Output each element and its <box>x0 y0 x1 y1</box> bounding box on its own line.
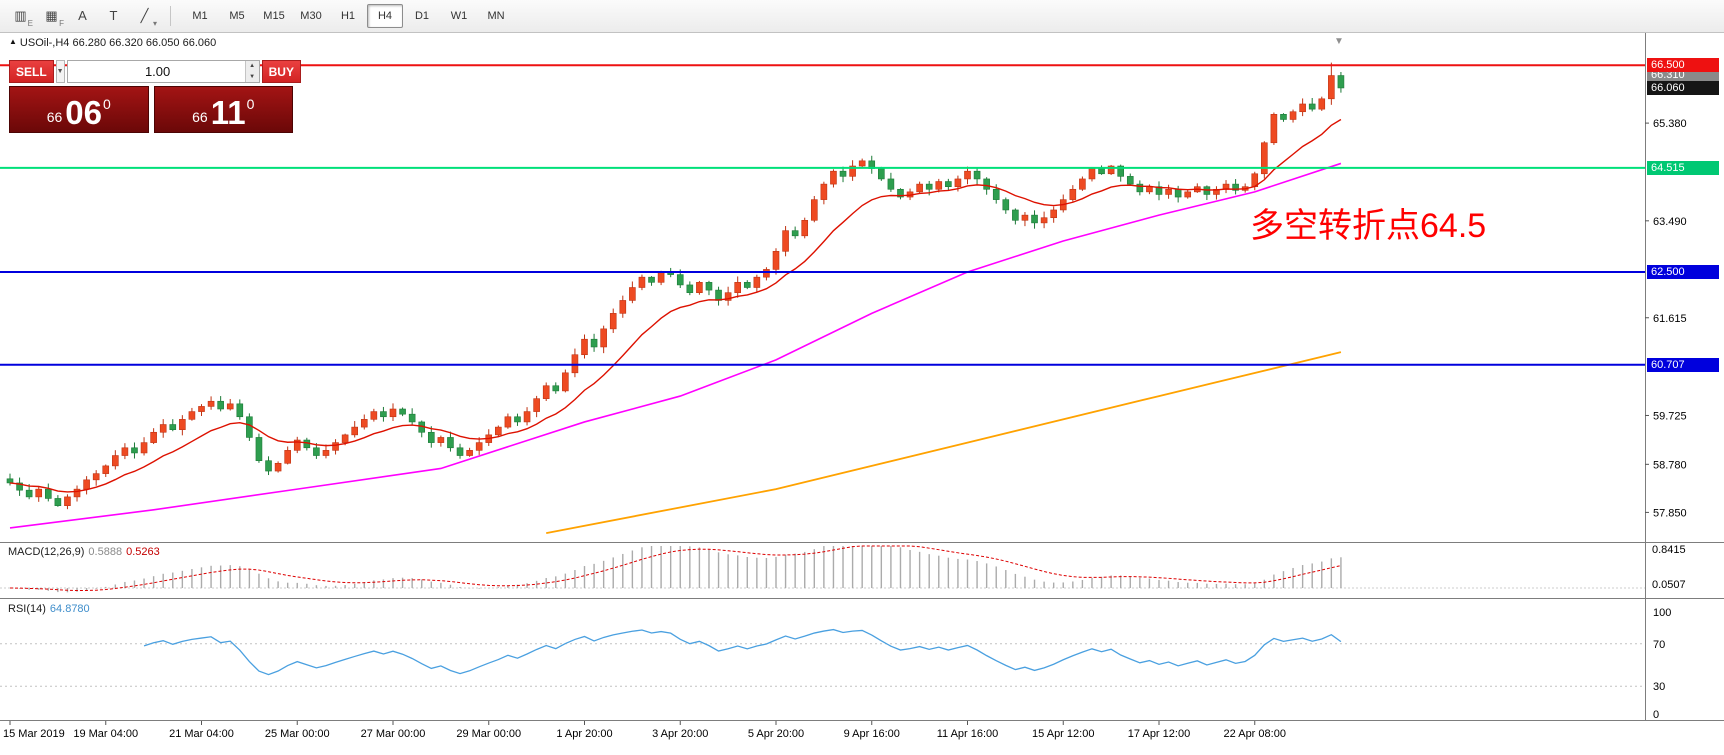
time-label: 9 Apr 16:00 <box>844 728 900 740</box>
rsi-label: RSI(14) 64.8780 <box>8 603 90 615</box>
buy-button[interactable]: BUY <box>261 60 301 83</box>
macd-value-2: 0.5263 <box>126 546 160 558</box>
volume-decrease-button[interactable]: ▼ <box>245 71 259 82</box>
axis-tick-63.490: 63.490 <box>1653 216 1687 228</box>
volume-spinner: ▲ ▼ <box>244 61 259 82</box>
macd-histogram <box>18 546 1342 593</box>
timeframe-MN-button[interactable]: MN <box>487 10 505 22</box>
time-label: 19 Mar 04:00 <box>73 728 138 740</box>
chevron-down-icon: ▼ <box>56 68 64 75</box>
chart-annotation: 多空转折点64.5 <box>1250 207 1487 245</box>
trade-panel-prices: 66 06 0 66 11 0 <box>9 86 293 133</box>
timeframe-H1-button[interactable]: H1 <box>340 10 356 22</box>
sell-price-sup: 0 <box>103 96 111 112</box>
axis-tick-59.725: 59.725 <box>1653 410 1687 422</box>
timeframe-D1-button[interactable]: D1 <box>414 10 430 22</box>
trade-panel-controls: SELL ▼ ▲ ▼ BUY <box>9 60 301 83</box>
time-label: 11 Apr 16:00 <box>937 728 999 740</box>
macd-name: MACD(12,26,9) <box>8 546 85 558</box>
sell-price-big: 06 <box>65 94 102 131</box>
time-label: 29 Mar 00:00 <box>456 728 521 740</box>
time-label: 21 Mar 04:00 <box>169 728 234 740</box>
time-label: 15 Mar 2019 <box>3 728 65 740</box>
toolbar-separator <box>170 6 171 26</box>
rsi-line <box>143 628 1342 676</box>
time-label: 3 Apr 20:00 <box>652 728 708 740</box>
price-badge-64.515: 64.515 <box>1647 160 1719 175</box>
macd-value-1: 0.5888 <box>88 546 123 558</box>
sell-button[interactable]: SELL <box>9 60 54 83</box>
ma-mid-line <box>9 162 1342 529</box>
order-type-dropdown[interactable]: ▼ <box>55 60 65 83</box>
time-label: 27 Mar 00:00 <box>361 728 426 740</box>
buy-price-small: 66 <box>192 109 208 125</box>
axis-tick-57.850: 57.850 <box>1653 507 1687 519</box>
axis-tick-65.380: 65.380 <box>1653 118 1687 130</box>
chart-title: ▲ USOil-,H4 66.280 66.320 66.050 66.060 <box>9 37 216 49</box>
timeframe-M1-button[interactable]: M1 <box>192 10 208 22</box>
chart-template-tool-icon[interactable]: ▥ E <box>14 8 33 28</box>
volume-input[interactable] <box>67 61 259 82</box>
rsi-value: 64.8780 <box>49 603 90 615</box>
buy-price-big: 11 <box>210 94 246 131</box>
macd-axis-max: 0.8415 <box>1652 544 1686 556</box>
timeframe-M5-button[interactable]: M5 <box>229 10 245 22</box>
chart-title-text: USOil-,H4 66.280 66.320 66.050 66.060 <box>19 37 217 49</box>
sell-price-small: 66 <box>46 109 63 125</box>
rsi-name: RSI(14) <box>8 603 46 615</box>
rsi-axis-30: 30 <box>1653 681 1665 693</box>
timeframe-M15-button[interactable]: M15 <box>263 10 285 22</box>
spin-down-icon: ▼ <box>249 73 256 80</box>
macd-signal-line <box>9 545 1342 592</box>
timeframe-H4-button[interactable]: H4 <box>367 4 403 28</box>
time-label: 1 Apr 20:00 <box>556 728 612 740</box>
timeframe-M30-button[interactable]: M30 <box>300 10 322 22</box>
timeframe-group: M1 M5 M15 M30 H1 H4 D1 W1 MN <box>182 4 514 28</box>
spin-up-icon: ▲ <box>249 63 256 70</box>
price-badge-60.707: 60.707 <box>1647 357 1719 372</box>
symbol-trend-up-icon: ▲ <box>9 37 17 46</box>
time-label: 22 Apr 08:00 <box>1224 728 1286 740</box>
ma-fast-line <box>9 118 1342 493</box>
macd-axis-min: 0.0507 <box>1652 579 1686 591</box>
timeframe-W1-button[interactable]: W1 <box>450 10 468 22</box>
axis-tick-58.780: 58.780 <box>1653 459 1687 471</box>
toolbar: ▥ E ▦ F A T ╱ ▾ M1 M5 M15 M30 H1 H4 D1 W1 MN <box>0 0 1724 33</box>
macd-label: MACD(12,26,9) 0.5888 0.5263 <box>8 546 160 558</box>
buy-price-display[interactable]: 66 11 0 <box>153 86 293 133</box>
price-badge-66.060: 66.060 <box>1647 80 1719 95</box>
chart-shift-marker-icon[interactable]: ▼ <box>1334 36 1344 47</box>
sell-price-display[interactable]: 66 06 0 <box>9 86 149 133</box>
rsi-axis-0: 0 <box>1653 709 1659 721</box>
price-badge-62.500: 62.500 <box>1647 265 1719 279</box>
axis-tick-61.615: 61.615 <box>1653 313 1687 325</box>
rsi-axis-70: 70 <box>1653 639 1665 651</box>
drawing-tools-group: ▥ E ▦ F A T ╱ ▾ <box>6 3 159 29</box>
text-tool-icon[interactable]: T <box>109 8 118 23</box>
rsi-axis-100: 100 <box>1653 607 1671 619</box>
ma-slow-line <box>546 351 1342 534</box>
text-label-tool-icon[interactable]: A <box>78 8 87 23</box>
time-label: 5 Apr 20:00 <box>748 728 804 740</box>
time-label: 25 Mar 00:00 <box>265 728 330 740</box>
time-label: 17 Apr 12:00 <box>1128 728 1190 740</box>
time-label: 15 Apr 12:00 <box>1032 728 1094 740</box>
grid-tool-icon[interactable]: ▦ F <box>45 8 64 28</box>
buy-price-sup: 0 <box>246 96 255 112</box>
volume-field-wrap: ▲ ▼ <box>66 60 260 83</box>
volume-increase-button[interactable]: ▲ <box>245 61 259 72</box>
price-badge-66.500: 66.500 <box>1647 58 1719 73</box>
line-style-tool-icon[interactable]: ╱ ▾ <box>140 8 157 28</box>
